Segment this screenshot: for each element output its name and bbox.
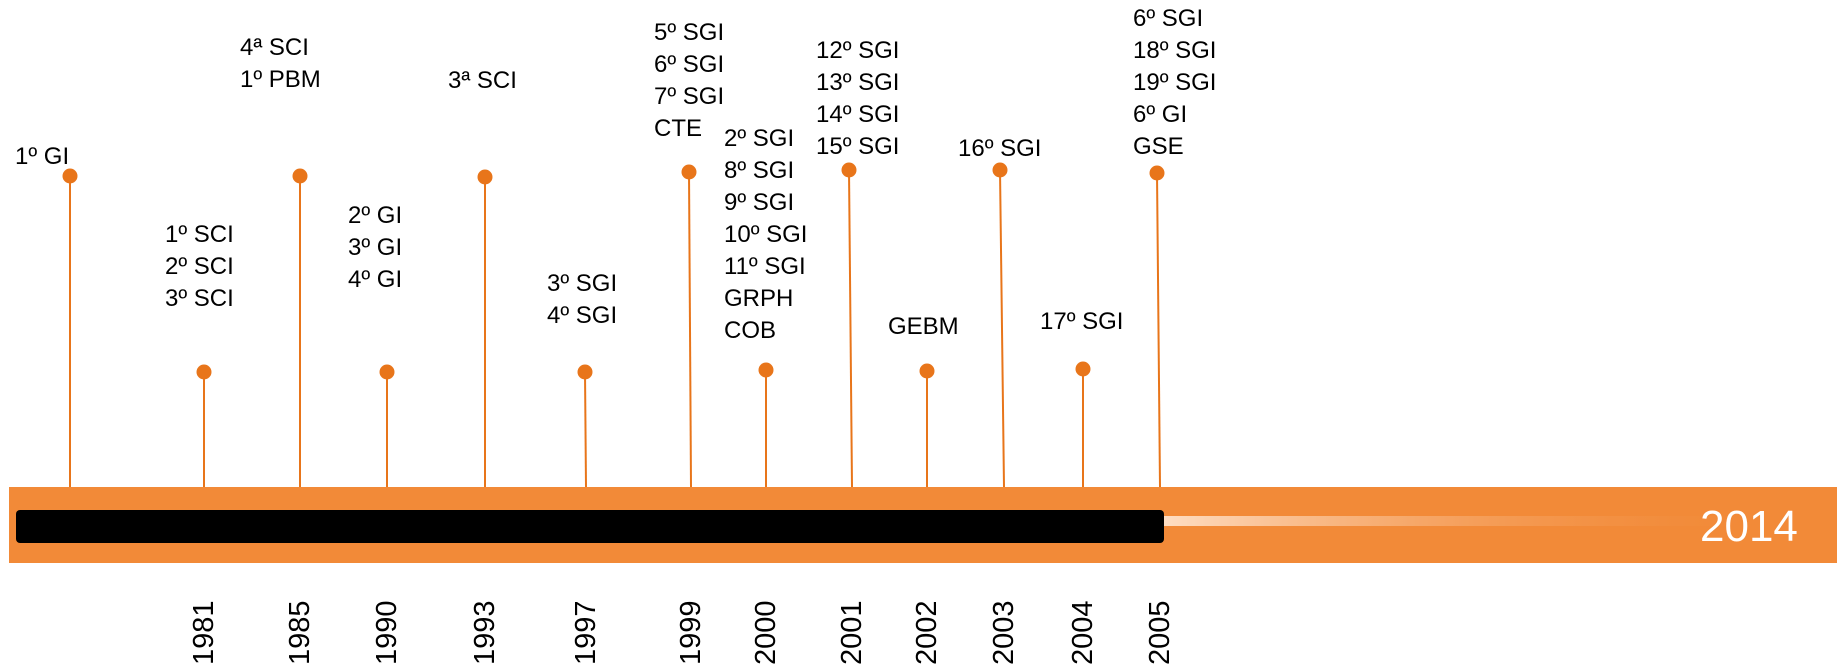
- event-item: 2º SCI: [165, 253, 234, 280]
- event-marker: [1149, 165, 1165, 181]
- event-label: 2º SGI 8º SGI 9º SGI 10º SGI 11º SGI GRPH COB: [724, 123, 807, 347]
- event-item: GSE: [1133, 133, 1184, 160]
- event-stem: [584, 371, 587, 488]
- event-label: GEBM: [888, 311, 959, 343]
- event-label: 12º SGI 13º SGI 14º SGI 15º SGI: [816, 35, 899, 163]
- event-item: GEBM: [888, 313, 959, 340]
- event-item: 4º GI: [348, 266, 403, 293]
- year-label: 1993: [469, 600, 501, 665]
- event-item: 8º SGI: [724, 157, 795, 184]
- event-item: 1º PBM: [240, 66, 321, 93]
- event-item: 6º GI: [1133, 101, 1188, 128]
- year-label: 2002: [911, 600, 943, 665]
- event-marker: [1075, 361, 1091, 377]
- event-label: 6º SGI 18º SGI 19º SGI 6º GI GSE: [1133, 3, 1216, 163]
- year-label: 2003: [988, 600, 1020, 665]
- event-item: 7º SGI: [654, 83, 725, 110]
- event-item: 4º SGI: [547, 302, 618, 329]
- event-item: 18º SGI: [1133, 37, 1217, 64]
- event-label: 5º SGI 6º SGI 7º SGI CTE: [654, 17, 724, 145]
- event-item: 6º SGI: [1133, 5, 1204, 32]
- event-item: 13º SGI: [816, 69, 900, 96]
- event-item: 2º SGI: [724, 125, 795, 152]
- event-item: CTE: [654, 115, 702, 142]
- year-label: 1990: [371, 600, 403, 665]
- event-stem: [999, 169, 1005, 488]
- event-item: 1º SCI: [165, 221, 234, 248]
- event-label: 3º SGI 4º SGI: [547, 268, 617, 332]
- event-stem: [848, 169, 853, 488]
- event-item: 16º SGI: [958, 135, 1042, 162]
- event-marker: [992, 162, 1008, 178]
- event-item: 4ª SCI: [240, 34, 309, 61]
- event-item: 2º GI: [348, 202, 403, 229]
- event-label: 4ª SCI 1º PBM: [240, 32, 321, 96]
- event-item: 3º SCI: [165, 285, 234, 312]
- year-label: 1981: [188, 600, 220, 665]
- event-label: 3ª SCI: [448, 65, 517, 97]
- event-marker: [292, 168, 308, 184]
- event-stem: [1156, 172, 1161, 488]
- event-item: 10º SGI: [724, 221, 808, 248]
- timeline-bar-glow: [1160, 516, 1780, 526]
- event-item: 6º SGI: [654, 51, 725, 78]
- event-marker: [196, 364, 212, 380]
- year-label: 1999: [675, 600, 707, 665]
- timeline-progress: [16, 510, 1164, 543]
- event-item: 15º SGI: [816, 133, 900, 160]
- event-item: 3º GI: [348, 234, 403, 261]
- event-marker: [681, 164, 697, 180]
- year-label: 1997: [570, 600, 602, 665]
- event-item: 5º SGI: [654, 19, 725, 46]
- event-stem: [688, 171, 692, 488]
- event-marker: [62, 168, 78, 184]
- event-item: 11º SGI: [724, 253, 806, 280]
- event-item: 3º SGI: [547, 270, 618, 297]
- event-stems: [62, 162, 1165, 488]
- event-label: 1º GI: [15, 141, 69, 173]
- year-label: 2001: [836, 600, 868, 665]
- event-item: 1º GI: [15, 143, 70, 170]
- event-label: 16º SGI: [958, 133, 1041, 165]
- event-marker: [379, 364, 395, 380]
- event-marker: [919, 363, 935, 379]
- event-marker: [577, 364, 593, 380]
- year-label: 2004: [1067, 600, 1099, 665]
- event-item: 17º SGI: [1040, 308, 1124, 335]
- event-label: 17º SGI: [1040, 306, 1123, 338]
- event-marker: [758, 362, 774, 378]
- event-item: 3ª SCI: [448, 67, 517, 94]
- event-marker: [841, 162, 857, 178]
- event-label: 1º SCI 2º SCI 3º SCI: [165, 219, 234, 315]
- event-item: 9º SGI: [724, 189, 795, 216]
- timeline-end-year: 2014: [1700, 502, 1798, 551]
- event-item: 14º SGI: [816, 101, 900, 128]
- timeline-start-year: 1958: [17, 502, 115, 551]
- event-item: 12º SGI: [816, 37, 900, 64]
- year-label: 1985: [284, 600, 316, 665]
- year-label: 2005: [1144, 600, 1176, 665]
- year-label: 2000: [750, 600, 782, 665]
- event-item: COB: [724, 317, 777, 344]
- event-item: 19º SGI: [1133, 69, 1217, 96]
- event-label: 2º GI 3º GI 4º GI: [348, 200, 402, 296]
- event-marker: [477, 169, 493, 185]
- event-item: GRPH: [724, 285, 794, 312]
